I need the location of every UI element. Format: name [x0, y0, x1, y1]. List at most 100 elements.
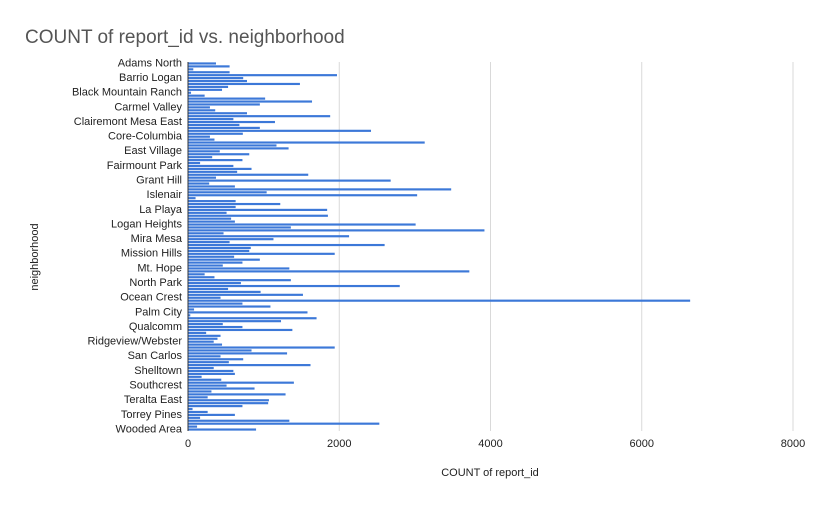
bar: [188, 407, 193, 411]
bar: [188, 390, 212, 393]
bar: [188, 243, 385, 247]
bar: [188, 179, 391, 182]
bar: [188, 296, 221, 299]
bar: [188, 106, 210, 109]
bar: [188, 82, 300, 86]
y-tick-label: Mt. Hope: [137, 262, 182, 274]
bar: [188, 428, 257, 431]
bar: [188, 85, 229, 88]
bar: [188, 419, 290, 422]
bar: [188, 273, 205, 276]
x-tick-label: 0: [185, 438, 191, 450]
bar: [188, 202, 281, 206]
bar: [188, 241, 230, 244]
bar: [188, 194, 418, 197]
y-tick-label: Shelltown: [134, 365, 182, 377]
y-tick-label: Torrey Pines: [121, 409, 183, 421]
bar: [188, 287, 229, 291]
bar: [188, 77, 244, 80]
bar: [188, 284, 400, 288]
bar: [188, 170, 238, 173]
y-tick-label: Grant Hill: [136, 175, 182, 187]
bar: [188, 425, 198, 428]
bar: [188, 302, 243, 305]
y-tick-label: Carmel Valley: [114, 101, 182, 113]
y-tick-label: Ridgeview/Webster: [87, 336, 182, 348]
bar: [188, 422, 380, 425]
bar: [188, 112, 247, 115]
x-tick-label: 8000: [781, 438, 805, 450]
bar: [188, 387, 255, 390]
bar: [188, 205, 236, 209]
bar: [188, 410, 208, 414]
bar: [188, 217, 232, 220]
y-tick-label: Black Mountain Ranch: [72, 87, 182, 99]
bar: [188, 197, 196, 200]
bar: [188, 352, 288, 355]
bar: [188, 413, 235, 416]
y-tick-label: Core-Columbia: [108, 131, 183, 143]
bar: [188, 118, 234, 121]
bar: [188, 232, 224, 235]
y-tick-label: Palm City: [135, 306, 183, 318]
bar: [188, 129, 372, 132]
y-tick-label: Qualcomm: [129, 321, 182, 333]
y-tick-label: Barrio Logan: [119, 72, 182, 84]
bar: [188, 115, 331, 118]
bar: [188, 282, 241, 285]
bar: [188, 340, 214, 343]
bar: [188, 402, 269, 405]
bar: [188, 159, 243, 162]
bar: [188, 399, 269, 402]
y-tick-label: Mira Mesa: [131, 233, 183, 245]
bar: [188, 132, 243, 135]
bar: [188, 358, 244, 361]
bar: [188, 334, 221, 337]
bar: [188, 220, 235, 223]
bar: [188, 325, 243, 329]
bar: [188, 238, 274, 241]
bar: [188, 416, 201, 419]
bar: [188, 343, 223, 346]
bar: [188, 150, 220, 153]
bar: [188, 261, 243, 264]
bar: [188, 211, 227, 214]
bar: [188, 100, 313, 103]
x-tick-label: 4000: [478, 438, 502, 450]
bar: [188, 267, 290, 270]
bar: [188, 396, 208, 399]
bar: [188, 135, 210, 138]
bar: [188, 74, 337, 77]
x-tick-label: 2000: [327, 438, 351, 450]
y-tick-label: Fairmount Park: [107, 160, 183, 172]
bar: [188, 381, 294, 384]
y-tick-label: San Carlos: [128, 350, 183, 362]
bar: [188, 349, 252, 352]
bar: [188, 279, 291, 282]
bar: [188, 120, 275, 124]
y-tick-label: Teralta East: [124, 394, 182, 406]
bar: [188, 176, 216, 179]
bar: [188, 182, 210, 185]
bar: [188, 161, 201, 165]
bar: [188, 323, 223, 326]
bar: [188, 79, 247, 83]
bar: [188, 229, 485, 232]
bar: [188, 361, 229, 364]
bar: [188, 331, 207, 334]
bar: [188, 320, 282, 323]
bar: [188, 328, 293, 332]
bar: [188, 65, 230, 68]
y-tick-label: Wooded Area: [116, 423, 183, 435]
bar: [188, 123, 240, 127]
y-tick-label: East Village: [124, 145, 182, 157]
bar: [188, 346, 335, 349]
bar: [188, 264, 223, 267]
bar: [188, 141, 425, 144]
bar: [188, 255, 235, 258]
bar: [188, 375, 202, 378]
bar: [188, 384, 227, 387]
bar: [188, 311, 308, 314]
bar: [188, 200, 236, 203]
